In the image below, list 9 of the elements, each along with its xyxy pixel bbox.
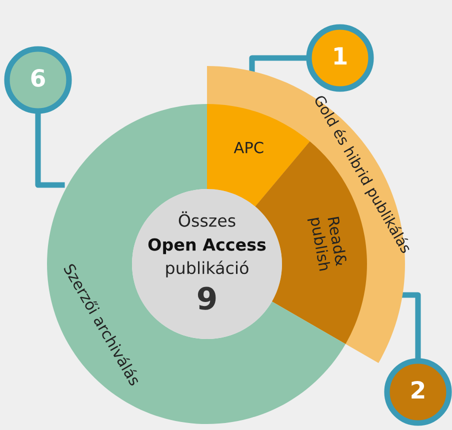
text: 9 [198, 286, 216, 310]
text: publikáció [166, 260, 248, 278]
data-label: 2 [412, 380, 424, 399]
slice-label: Read&publish [307, 216, 348, 272]
data-label: 1 [334, 47, 347, 65]
text: Open Access [148, 238, 266, 254]
slice-label: APC [234, 142, 264, 154]
text: Összes [178, 211, 236, 227]
data-label: 6 [31, 69, 45, 87]
